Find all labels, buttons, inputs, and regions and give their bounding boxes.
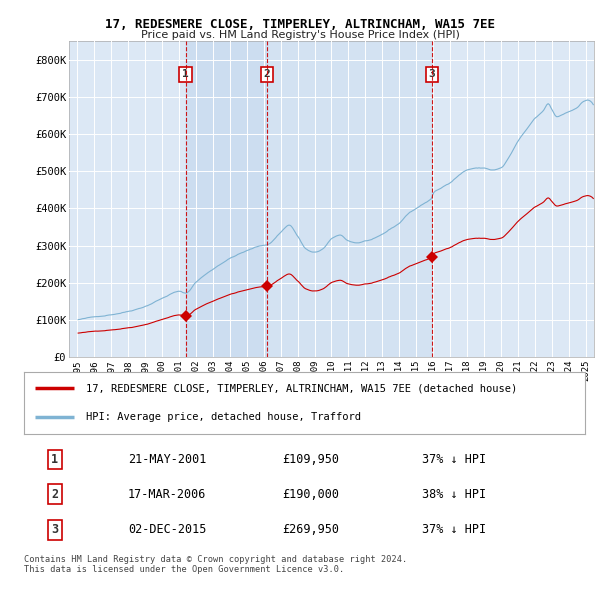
Text: Contains HM Land Registry data © Crown copyright and database right 2024.
This d: Contains HM Land Registry data © Crown c… [24,555,407,574]
Text: 38% ↓ HPI: 38% ↓ HPI [422,487,487,501]
Text: 37% ↓ HPI: 37% ↓ HPI [422,453,487,466]
Text: £269,950: £269,950 [282,523,339,536]
Text: Price paid vs. HM Land Registry's House Price Index (HPI): Price paid vs. HM Land Registry's House … [140,30,460,40]
Text: 3: 3 [428,70,435,80]
Text: 17, REDESMERE CLOSE, TIMPERLEY, ALTRINCHAM, WA15 7EE (detached house): 17, REDESMERE CLOSE, TIMPERLEY, ALTRINCH… [86,384,517,394]
Text: 2: 2 [264,70,271,80]
Text: 21-MAY-2001: 21-MAY-2001 [128,453,206,466]
Text: £190,000: £190,000 [282,487,339,501]
Text: HPI: Average price, detached house, Trafford: HPI: Average price, detached house, Traf… [86,412,361,422]
Text: £109,950: £109,950 [282,453,339,466]
Text: 17-MAR-2006: 17-MAR-2006 [128,487,206,501]
Text: 17, REDESMERE CLOSE, TIMPERLEY, ALTRINCHAM, WA15 7EE: 17, REDESMERE CLOSE, TIMPERLEY, ALTRINCH… [105,18,495,31]
Bar [185,41,267,357]
Text: 02-DEC-2015: 02-DEC-2015 [128,523,206,536]
Text: 1: 1 [182,70,189,80]
Text: 3: 3 [51,523,58,536]
Text: 37% ↓ HPI: 37% ↓ HPI [422,523,487,536]
Text: 1: 1 [51,453,58,466]
Text: 2: 2 [51,487,58,501]
Bar [267,41,432,357]
